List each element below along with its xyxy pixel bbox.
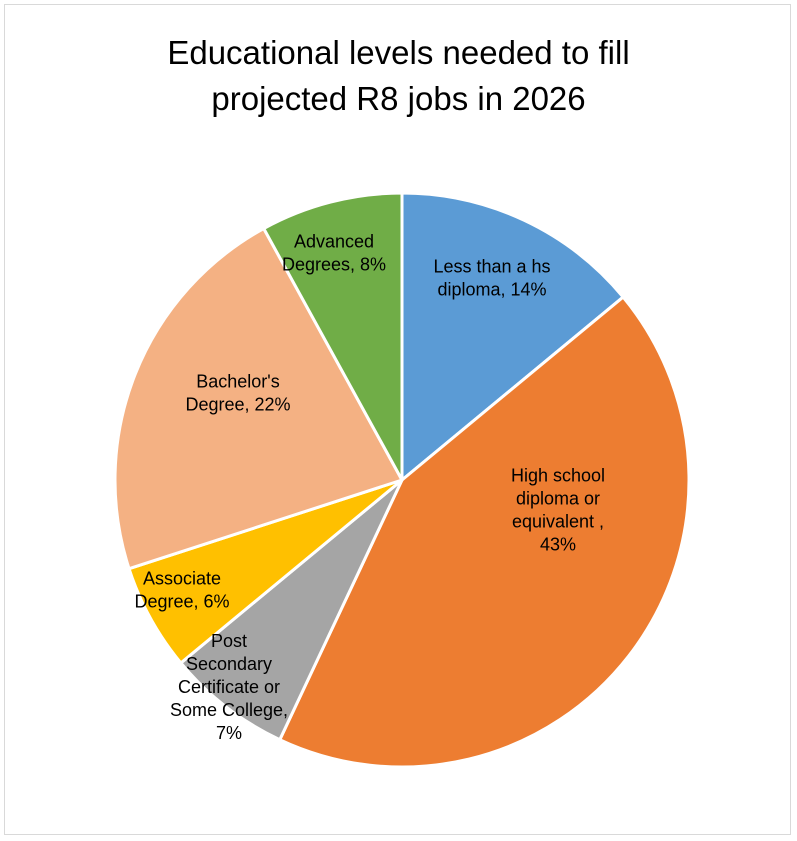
data-label-post-secondary-certificate-or-some-college: Post Secondary Certificate or Some College,… — [170, 631, 288, 743]
data-label-line: Advanced — [294, 232, 374, 252]
pie-data-labels: Less than a hs diploma, 14% High school dip… — [134, 232, 605, 744]
data-label-line: Degrees, 8% — [282, 255, 386, 275]
data-label-line: 43% — [540, 535, 576, 555]
data-label-high-school-diploma-or-equivalent: High school diploma or equivalent , 43% — [511, 466, 605, 555]
data-label-line: Certificate or — [178, 677, 280, 697]
data-label-less-than-a-hs-diploma: Less than a hs diploma, 14% — [433, 257, 550, 300]
chart-title: Educational levels needed to fill projec… — [0, 30, 797, 122]
data-label-line: Post — [211, 631, 247, 651]
data-label-bachelor-s-degree: Bachelor's Degree, 22% — [185, 372, 290, 415]
data-label-line: 7% — [216, 723, 242, 743]
pie-slice-bachelor-s-degree — [113, 227, 404, 571]
pie-slice-advanced-degrees — [262, 191, 404, 482]
data-label-associate-degree: Associate Degree, 6% — [134, 569, 229, 612]
pie-slices — [113, 191, 691, 769]
data-label-line: Degree, 6% — [134, 592, 229, 612]
chart-title-line-2: projected R8 jobs in 2026 — [211, 80, 586, 117]
data-label-line: diploma, 14% — [437, 280, 546, 300]
data-label-line: Bachelor's — [196, 372, 279, 392]
pie-slice-high-school-diploma-or-equivalent — [278, 295, 691, 769]
pie-slice-post-secondary-certificate-or-some-college — [179, 478, 404, 742]
data-label-line: equivalent , — [512, 512, 604, 532]
chart-title-line-1: Educational levels needed to fill — [167, 34, 630, 71]
data-label-line: Degree, 22% — [185, 395, 290, 415]
data-label-line: Secondary — [186, 654, 272, 674]
pie-slice-less-than-a-hs-diploma — [400, 191, 625, 482]
data-label-line: Some College, — [170, 700, 288, 720]
data-label-advanced-degrees: Advanced Degrees, 8% — [282, 232, 386, 275]
data-label-line: Less than a hs — [433, 257, 550, 277]
data-label-line: Associate — [143, 569, 221, 589]
data-label-line: High school — [511, 466, 605, 486]
data-label-line: diploma or — [516, 489, 600, 509]
